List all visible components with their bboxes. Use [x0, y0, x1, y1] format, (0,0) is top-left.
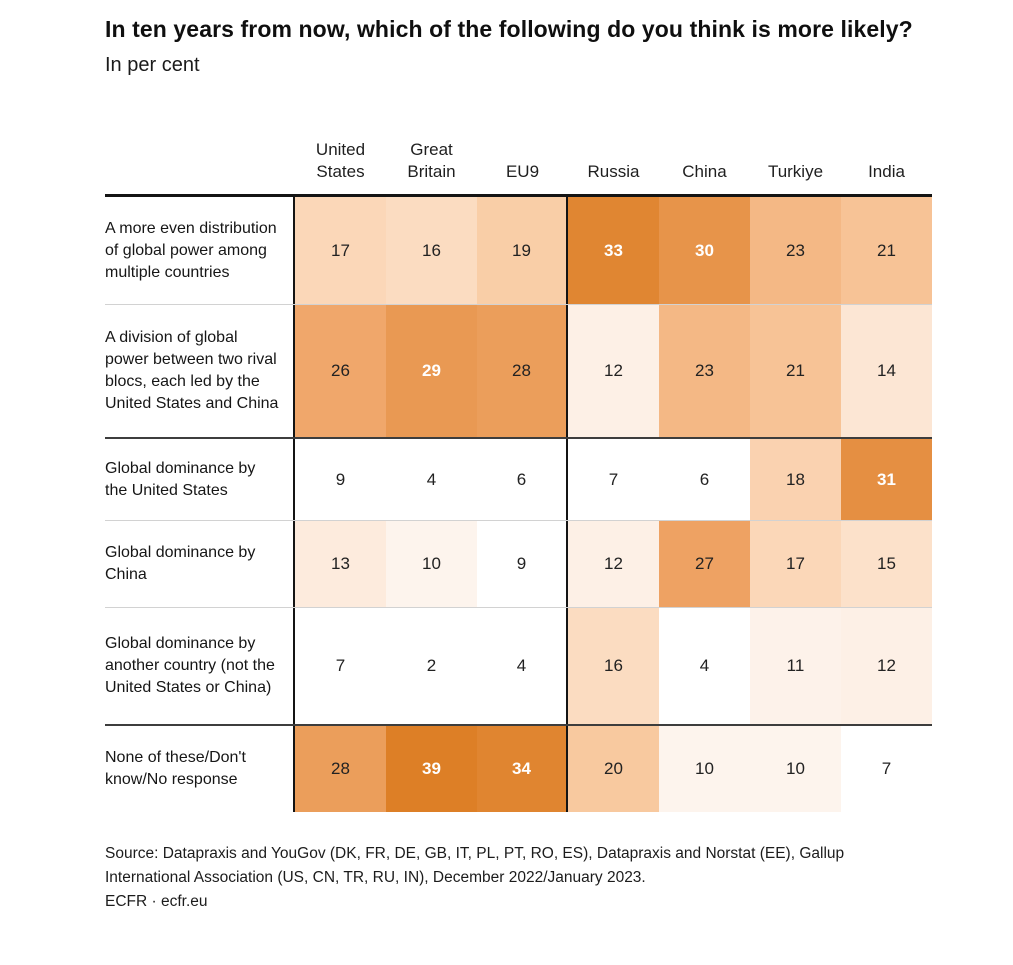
heat-cell: 12: [568, 305, 659, 437]
heat-cell: 6: [477, 439, 568, 520]
heat-cell: 12: [841, 608, 932, 724]
row-label: A division of global power between two r…: [105, 305, 295, 437]
column-header: Russia: [587, 162, 640, 181]
table-row: None of these/Don't know/No response 28 39…: [105, 724, 932, 812]
heat-cell: 12: [568, 521, 659, 607]
chart-title: In ten years from now, which of the foll…: [105, 16, 913, 42]
heat-cell: 29: [386, 305, 477, 437]
heat-cell: 26: [295, 305, 386, 437]
table-row: A more even distribution of global power…: [105, 194, 932, 304]
heatmap-table: United States Great Britain EU9 Russia China…: [105, 128, 932, 812]
heat-cell: 17: [750, 521, 841, 607]
heat-cell: 21: [841, 197, 932, 304]
column-header: China: [682, 162, 727, 181]
heat-cell: 23: [750, 197, 841, 304]
heat-cell: 28: [295, 726, 386, 812]
page: In ten years from now, which of the foll…: [105, 16, 932, 914]
header-row: United States Great Britain EU9 Russia China…: [105, 128, 932, 194]
heat-cell: 34: [477, 726, 568, 812]
heat-cell: 7: [841, 726, 932, 812]
heat-cell: 28: [477, 305, 568, 437]
heat-cell: 15: [841, 521, 932, 607]
heat-cell: 13: [295, 521, 386, 607]
row-label: Global dominance by China: [105, 521, 295, 607]
heat-cell: 2: [386, 608, 477, 724]
heat-cell: 10: [750, 726, 841, 812]
heat-cell: 30: [659, 197, 750, 304]
heat-cell: 16: [386, 197, 477, 304]
heat-cell: 27: [659, 521, 750, 607]
heat-cell: 11: [750, 608, 841, 724]
row-label: None of these/Don't know/No response: [105, 726, 295, 812]
source-org: ECFR · ecfr.eu: [105, 893, 208, 910]
heat-cell: 39: [386, 726, 477, 812]
heat-cell: 33: [568, 197, 659, 304]
heat-cell: 20: [568, 726, 659, 812]
heat-cell: 16: [568, 608, 659, 724]
heat-cell: 7: [295, 608, 386, 724]
column-header: India: [868, 162, 905, 181]
column-header: EU9: [505, 162, 540, 181]
chart-subtitle: In per cent: [105, 54, 200, 76]
heat-cell: 9: [295, 439, 386, 520]
heat-cell: 19: [477, 197, 568, 304]
heat-cell: 9: [477, 521, 568, 607]
heat-cell: 10: [659, 726, 750, 812]
table-row: A division of global power between two r…: [105, 304, 932, 437]
heat-cell: 23: [659, 305, 750, 437]
row-label: A more even distribution of global power…: [105, 197, 295, 304]
column-header: Great Britain: [407, 140, 456, 181]
table-row: Global dominance by China 13 10 9 12 27 17 15: [105, 520, 932, 607]
heat-cell: 7: [568, 439, 659, 520]
heat-cell: 10: [386, 521, 477, 607]
heat-cell: 21: [750, 305, 841, 437]
column-header: Turkiye: [767, 162, 824, 181]
source-note: Source: Datapraxis and YouGov (DK, FR, D…: [105, 842, 905, 914]
row-label: Global dominance by another country (not…: [105, 608, 295, 724]
source-text: Source: Datapraxis and YouGov (DK, FR, D…: [105, 845, 845, 886]
heat-cell: 6: [659, 439, 750, 520]
heat-cell: 17: [295, 197, 386, 304]
heat-cell: 4: [386, 439, 477, 520]
table-row: Global dominance by the United States 9 4 6…: [105, 437, 932, 520]
heat-cell: 4: [659, 608, 750, 724]
column-header: United States: [315, 140, 366, 181]
heat-cell: 4: [477, 608, 568, 724]
heat-cell: 31: [841, 439, 932, 520]
corner-cell: [105, 128, 295, 194]
heat-cell: 18: [750, 439, 841, 520]
table-row: Global dominance by another country (not…: [105, 607, 932, 724]
heat-cell: 14: [841, 305, 932, 437]
row-label: Global dominance by the United States: [105, 439, 295, 520]
